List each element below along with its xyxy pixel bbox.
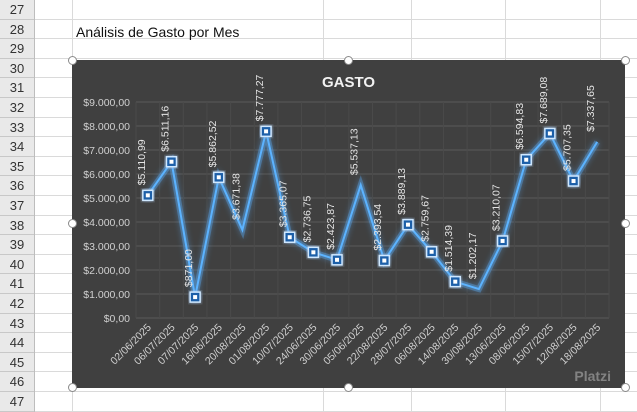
data-point-marker-center bbox=[311, 250, 316, 255]
resize-handle-top-left[interactable] bbox=[68, 56, 77, 65]
title-cell[interactable]: Análisis de Gasto por Mes bbox=[76, 24, 240, 40]
row-number[interactable]: 39 bbox=[0, 235, 34, 255]
row-number[interactable]: 43 bbox=[0, 314, 34, 334]
data-label: $5.110,99 bbox=[136, 139, 148, 185]
y-tick-label: $0,00 bbox=[104, 313, 130, 325]
row-number[interactable]: 35 bbox=[0, 157, 34, 177]
data-point-marker-center bbox=[405, 222, 410, 227]
row-number[interactable]: 30 bbox=[0, 59, 34, 79]
data-point-marker-center bbox=[193, 295, 198, 300]
resize-handle-top-center[interactable] bbox=[344, 56, 353, 65]
row-number[interactable]: 44 bbox=[0, 333, 34, 353]
y-tick-label: $8.000,00 bbox=[83, 121, 130, 133]
data-point-marker-center bbox=[169, 159, 174, 164]
data-label: $7.777,27 bbox=[254, 74, 266, 121]
row-number[interactable]: 37 bbox=[0, 196, 34, 216]
grid-row-line bbox=[35, 38, 637, 40]
gasto-line-chart: GASTO $0,00 $1.000,00 $2.000,00 $3.000,00 $4.… bbox=[83, 74, 610, 367]
chart-area[interactable]: GASTO $0,00 $1.000,00 $2.000,00 $3.000,00 $4.… bbox=[72, 60, 625, 388]
data-label: $3.671,38 bbox=[230, 173, 242, 220]
data-label: $7.337,65 bbox=[585, 85, 597, 132]
row-number[interactable]: 36 bbox=[0, 176, 34, 196]
data-point-marker-center bbox=[145, 193, 150, 198]
grid-row-line bbox=[35, 57, 637, 59]
row-number[interactable]: 45 bbox=[0, 353, 34, 373]
data-point-marker-center bbox=[453, 279, 458, 284]
data-point-marker-center bbox=[571, 179, 576, 184]
y-tick-label: $7.000,00 bbox=[83, 145, 130, 157]
data-point-marker-center bbox=[264, 129, 269, 134]
grid-row-line bbox=[35, 410, 637, 412]
data-point-marker-center bbox=[335, 257, 340, 262]
data-label: $3.889,13 bbox=[396, 168, 408, 215]
data-label: $2.393,54 bbox=[372, 204, 384, 251]
y-tick-label: $5.000,00 bbox=[83, 193, 130, 205]
row-number[interactable]: 32 bbox=[0, 98, 34, 118]
y-tick-label: $9.000,00 bbox=[83, 97, 130, 109]
platzi-watermark: Platzi bbox=[574, 368, 611, 384]
data-point-marker-center bbox=[216, 175, 221, 180]
row-number[interactable]: 40 bbox=[0, 255, 34, 275]
data-label: $6.594,83 bbox=[514, 103, 526, 150]
data-point-marker-center bbox=[500, 238, 505, 243]
data-label: $3.210,07 bbox=[491, 184, 503, 231]
resize-handle-top-right[interactable] bbox=[621, 56, 630, 65]
series-line bbox=[146, 131, 599, 298]
data-label: $3.365,07 bbox=[278, 180, 290, 227]
data-point-marker-center bbox=[547, 131, 552, 136]
grid-row-line bbox=[35, 18, 637, 20]
data-label: $7.689,08 bbox=[538, 77, 550, 124]
y-tick-label: $3.000,00 bbox=[83, 241, 130, 253]
data-label: $1.202,17 bbox=[467, 232, 479, 279]
row-number[interactable]: 41 bbox=[0, 274, 34, 294]
row-number[interactable]: 31 bbox=[0, 78, 34, 98]
grid-row-line bbox=[35, 391, 637, 392]
resize-handle-bottom-center[interactable] bbox=[344, 383, 353, 392]
resize-handle-bottom-left[interactable] bbox=[68, 383, 77, 392]
row-number[interactable]: 38 bbox=[0, 216, 34, 236]
row-number[interactable]: 27 bbox=[0, 0, 34, 20]
row-header: 27 28 29 30 31 32 33 34 35 36 37 38 39 40 41 42 43 44 45 46… bbox=[0, 0, 35, 412]
data-label: $5.707,35 bbox=[562, 124, 574, 171]
y-tick-label: $2.000,00 bbox=[83, 265, 130, 277]
row-number[interactable]: 42 bbox=[0, 294, 34, 314]
row-number[interactable]: 46 bbox=[0, 372, 34, 392]
row-number[interactable]: 47 bbox=[0, 392, 34, 412]
data-label: $5.862,52 bbox=[207, 120, 219, 167]
chart-title: GASTO bbox=[322, 74, 375, 91]
data-label: $6.511,16 bbox=[160, 106, 172, 152]
data-point-marker-center bbox=[382, 258, 387, 263]
y-tick-label: $4.000,00 bbox=[83, 217, 130, 229]
data-label: $2.759,67 bbox=[420, 195, 432, 242]
data-label: $2.736,75 bbox=[301, 195, 313, 242]
data-label: $2.423,87 bbox=[325, 203, 337, 250]
row-number[interactable]: 28 bbox=[0, 20, 34, 40]
resize-handle-bottom-right[interactable] bbox=[621, 383, 630, 392]
data-point-marker-center bbox=[524, 157, 529, 162]
resize-handle-middle-right[interactable] bbox=[621, 219, 630, 228]
resize-handle-middle-left[interactable] bbox=[68, 219, 77, 228]
y-tick-label: $6.000,00 bbox=[83, 169, 130, 181]
row-number[interactable]: 29 bbox=[0, 39, 34, 59]
data-label: $5.537,13 bbox=[349, 128, 361, 175]
data-label: $871,00 bbox=[183, 249, 195, 287]
data-point-marker-center bbox=[429, 249, 434, 254]
y-tick-label: $1.000,00 bbox=[83, 289, 130, 301]
row-number[interactable]: 33 bbox=[0, 118, 34, 138]
data-point-marker-center bbox=[287, 235, 292, 240]
row-number[interactable]: 34 bbox=[0, 137, 34, 157]
data-label: $1.514,39 bbox=[443, 225, 455, 272]
